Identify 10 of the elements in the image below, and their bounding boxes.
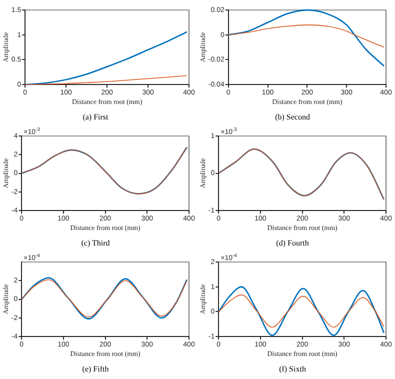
line-series bbox=[228, 9, 385, 67]
line-series bbox=[228, 24, 384, 48]
text: (a) First bbox=[82, 112, 110, 122]
text: (f) Sixth bbox=[279, 364, 306, 374]
text: (d) Fourth bbox=[276, 238, 309, 248]
text: (b) Second bbox=[275, 112, 310, 122]
text: (c) Third bbox=[81, 238, 110, 248]
line-series bbox=[218, 294, 384, 328]
text: (e) Fifth bbox=[82, 364, 109, 374]
line-series bbox=[24, 75, 188, 85]
